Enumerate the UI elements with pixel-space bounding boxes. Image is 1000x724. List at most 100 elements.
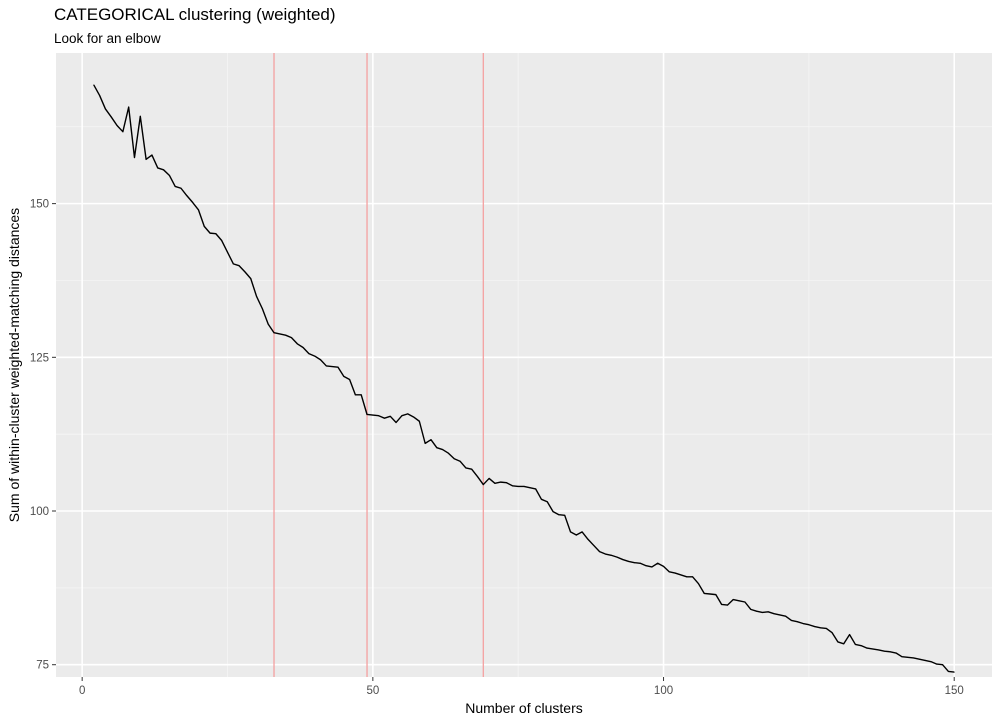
data-point bbox=[715, 594, 717, 596]
data-point bbox=[430, 439, 432, 441]
data-point bbox=[936, 663, 938, 665]
data-point bbox=[523, 485, 525, 487]
data-point bbox=[476, 476, 478, 478]
data-point bbox=[360, 394, 362, 396]
data-point bbox=[221, 240, 223, 242]
data-point bbox=[535, 488, 537, 490]
data-point bbox=[302, 346, 304, 348]
data-point bbox=[349, 378, 351, 380]
data-point bbox=[738, 600, 740, 602]
data-point bbox=[529, 487, 531, 489]
data-point bbox=[570, 531, 572, 533]
data-point bbox=[942, 664, 944, 666]
data-point bbox=[703, 592, 705, 594]
plot-panel bbox=[56, 53, 992, 677]
data-point bbox=[622, 559, 624, 561]
data-point bbox=[610, 554, 612, 556]
x-tick-label: 0 bbox=[79, 685, 85, 697]
data-point bbox=[657, 562, 659, 564]
data-point bbox=[227, 251, 229, 253]
data-point bbox=[244, 271, 246, 273]
y-tick-label: 150 bbox=[30, 199, 49, 211]
data-point bbox=[883, 650, 885, 652]
x-tick-label: 50 bbox=[366, 685, 379, 697]
data-point bbox=[779, 614, 781, 616]
data-point bbox=[447, 452, 449, 454]
data-point bbox=[692, 576, 694, 578]
data-point bbox=[558, 514, 560, 516]
data-point bbox=[99, 94, 101, 96]
data-point bbox=[151, 154, 153, 156]
data-point bbox=[767, 611, 769, 613]
x-axis-label: Number of clusters bbox=[465, 700, 582, 716]
data-point bbox=[238, 265, 240, 267]
data-point bbox=[808, 624, 810, 626]
grid-minor bbox=[56, 53, 992, 677]
data-point bbox=[599, 551, 601, 553]
data-point bbox=[616, 556, 618, 558]
data-point bbox=[889, 651, 891, 653]
data-point bbox=[680, 574, 682, 576]
data-point bbox=[802, 623, 804, 625]
data-point bbox=[814, 626, 816, 628]
data-point bbox=[110, 116, 112, 118]
data-point bbox=[407, 413, 409, 415]
data-point bbox=[564, 514, 566, 516]
data-point bbox=[750, 608, 752, 610]
data-point bbox=[285, 334, 287, 336]
data-point bbox=[471, 468, 473, 470]
data-point bbox=[459, 460, 461, 462]
data-point bbox=[825, 627, 827, 629]
data-point bbox=[418, 420, 420, 422]
data-point bbox=[581, 531, 583, 533]
data-point bbox=[186, 195, 188, 197]
data-point bbox=[744, 601, 746, 603]
data-point bbox=[215, 233, 217, 235]
data-point bbox=[413, 416, 415, 418]
data-point bbox=[395, 421, 397, 423]
data-point bbox=[256, 295, 258, 297]
data-point bbox=[157, 167, 159, 169]
data-point bbox=[663, 565, 665, 567]
data-point bbox=[465, 467, 467, 469]
x-tick-label: 150 bbox=[945, 685, 964, 697]
data-point bbox=[192, 201, 194, 203]
data-point bbox=[128, 106, 130, 108]
series-layer bbox=[93, 84, 955, 673]
data-point bbox=[197, 209, 199, 211]
data-point bbox=[790, 619, 792, 621]
data-point bbox=[721, 603, 723, 605]
data-point bbox=[232, 263, 234, 265]
data-point bbox=[866, 647, 868, 649]
data-point bbox=[168, 174, 170, 176]
data-point bbox=[639, 562, 641, 564]
data-point bbox=[372, 414, 374, 416]
data-point bbox=[918, 658, 920, 660]
chart-title: CATEGORICAL clustering (weighted) bbox=[54, 5, 336, 24]
data-point bbox=[860, 645, 862, 647]
data-point bbox=[267, 323, 269, 325]
data-point bbox=[837, 641, 839, 643]
series-line bbox=[93, 84, 955, 673]
data-point bbox=[343, 375, 345, 377]
data-point bbox=[116, 125, 118, 127]
data-point bbox=[511, 485, 513, 487]
data-point bbox=[122, 131, 124, 133]
data-point bbox=[366, 413, 368, 415]
data-point bbox=[139, 115, 141, 117]
data-point bbox=[930, 661, 932, 663]
data-point bbox=[436, 447, 438, 449]
data-point bbox=[517, 485, 519, 487]
data-point bbox=[506, 482, 508, 484]
data-point bbox=[849, 634, 851, 636]
data-point bbox=[819, 627, 821, 629]
data-point bbox=[546, 501, 548, 503]
data-point bbox=[133, 157, 135, 159]
data-point bbox=[331, 366, 333, 368]
data-point bbox=[756, 610, 758, 612]
x-tick-label: 100 bbox=[654, 685, 673, 697]
data-point bbox=[843, 643, 845, 645]
data-point bbox=[674, 572, 676, 574]
data-point bbox=[668, 571, 670, 573]
data-point bbox=[320, 359, 322, 361]
